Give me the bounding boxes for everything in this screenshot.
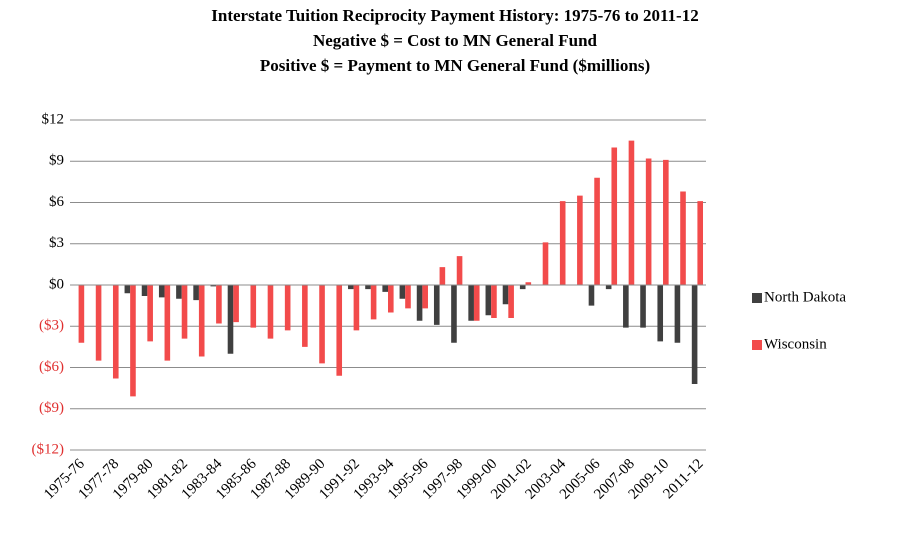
legend-label: North Dakota — [764, 289, 846, 305]
bar — [147, 285, 153, 342]
y-tick-label: $3 — [49, 235, 64, 251]
y-tick-label: ($6) — [39, 359, 64, 375]
bar — [468, 285, 474, 321]
legend-swatch — [752, 293, 762, 303]
bar — [365, 285, 371, 290]
chart-title: Interstate Tuition Reciprocity Payment H… — [211, 6, 698, 25]
bar — [319, 285, 325, 364]
bar — [657, 285, 664, 342]
chart-subtitle: Positive $ = Payment to MN General Fund … — [260, 56, 650, 75]
bar — [216, 285, 222, 324]
y-tick-label: ($9) — [39, 400, 64, 416]
legend-swatch — [752, 340, 762, 350]
bar — [353, 285, 360, 331]
y-tick-label: $9 — [49, 153, 64, 169]
bar — [645, 158, 652, 285]
bar — [141, 285, 148, 296]
bar — [525, 282, 532, 285]
y-tick-label: ($3) — [39, 318, 64, 334]
bar — [491, 285, 497, 318]
bar — [594, 177, 600, 285]
bar — [473, 285, 480, 321]
y-tick-label: ($12) — [32, 441, 65, 457]
bar — [348, 285, 354, 290]
bar — [405, 285, 411, 309]
y-tick-label: $0 — [49, 276, 64, 292]
bar — [422, 285, 428, 309]
bar — [680, 191, 686, 285]
bar — [605, 285, 612, 290]
bar — [112, 285, 119, 379]
y-tick-label: $12 — [42, 111, 65, 127]
bar — [302, 285, 308, 347]
bar — [577, 195, 583, 285]
bar — [542, 242, 549, 285]
bar — [485, 285, 492, 316]
bar — [559, 201, 566, 285]
bar — [370, 285, 377, 320]
bar — [176, 285, 182, 299]
bar — [284, 285, 291, 331]
bar — [336, 285, 343, 376]
bar — [382, 285, 388, 292]
bar — [193, 285, 199, 301]
bar — [210, 285, 217, 287]
chart-subtitle: Negative $ = Cost to MN General Fund — [313, 31, 598, 50]
bar — [502, 285, 509, 305]
bar — [416, 285, 423, 321]
bar — [181, 285, 188, 339]
y-tick-label: $6 — [49, 194, 65, 210]
bar — [508, 285, 514, 318]
bar — [519, 285, 526, 290]
bar — [640, 285, 646, 328]
bar — [697, 201, 704, 285]
bar — [227, 285, 234, 354]
bar — [130, 285, 136, 397]
bar — [198, 285, 205, 357]
bar — [78, 285, 85, 343]
bar — [623, 285, 629, 328]
legend-label: Wisconsin — [764, 336, 827, 352]
bar — [674, 285, 681, 343]
bar — [456, 256, 463, 285]
bar — [124, 285, 131, 294]
bar — [95, 285, 102, 361]
bar — [588, 285, 595, 306]
bar — [628, 140, 635, 285]
bar — [267, 285, 274, 339]
bar — [388, 285, 394, 313]
bar — [433, 285, 440, 325]
bar — [663, 159, 669, 285]
bar — [691, 285, 698, 384]
bar — [250, 285, 257, 328]
bar — [233, 285, 239, 323]
bar — [611, 147, 618, 285]
bar — [439, 267, 446, 285]
bar — [164, 285, 171, 361]
bar — [399, 285, 406, 299]
bar — [158, 285, 165, 298]
bar — [451, 285, 457, 343]
